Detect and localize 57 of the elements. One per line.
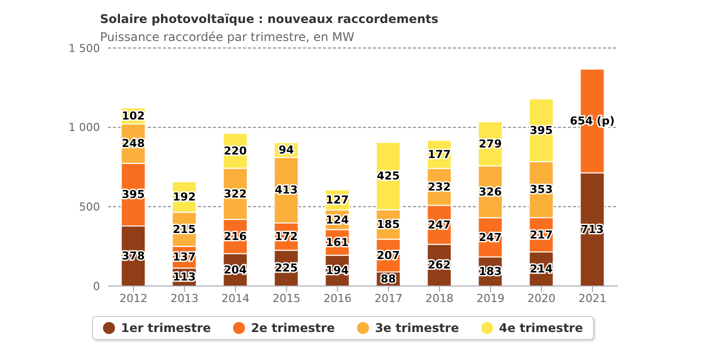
data-label: 395: [530, 124, 553, 137]
data-label: 127: [326, 193, 349, 206]
data-label: 215: [172, 222, 196, 236]
y-tick-label: 1 500: [68, 42, 100, 55]
data-label: 225: [274, 262, 298, 275]
data-label: 279: [478, 137, 502, 150]
data-label: 183: [478, 264, 502, 278]
data-label: 137: [172, 250, 196, 264]
data-label: 248: [122, 137, 145, 150]
chart-subtitle: Puissance raccordée par trimestre, en MW: [100, 30, 354, 44]
data-label: 413: [274, 184, 298, 197]
legend-label: 4e trimestre: [498, 321, 583, 335]
x-tick-label: 2020: [528, 292, 556, 305]
data-label: 247: [478, 230, 502, 244]
data-label: 194: [326, 264, 350, 278]
data-label: 204: [224, 263, 248, 276]
data-label: 247: [428, 218, 451, 232]
data-label: 220: [224, 144, 248, 158]
data-label: 124: [326, 213, 350, 226]
data-label: 185: [376, 218, 400, 232]
chart-title: Solaire photovoltaïque : nouveaux raccordements: [100, 12, 438, 26]
x-tick-label: 2015: [272, 292, 300, 305]
data-label: 161: [326, 236, 349, 249]
y-tick-label: 500: [79, 200, 100, 214]
data-label: 88: [380, 272, 396, 286]
x-tick-label: 2021: [578, 292, 606, 305]
data-label: 232: [428, 180, 451, 194]
legend-label: 1er trimestre: [120, 321, 211, 335]
data-label: 217: [530, 228, 553, 242]
data-label: 322: [224, 187, 247, 200]
data-label: 216: [224, 230, 248, 243]
x-tick-label: 2014: [222, 292, 250, 305]
data-label: 326: [478, 185, 502, 198]
data-label: 395: [122, 188, 145, 202]
data-label: 172: [274, 230, 298, 244]
x-tick-label: 2019: [476, 292, 504, 305]
data-label: 177: [428, 148, 451, 161]
data-label: 713: [580, 222, 604, 236]
x-tick-label: 2017: [374, 292, 402, 305]
data-label: 113: [172, 270, 196, 284]
x-tick-label: 2012: [120, 292, 148, 305]
data-label: 102: [122, 109, 145, 122]
x-tick-label: 2016: [324, 292, 352, 305]
legend-label: 3e trimestre: [374, 321, 459, 335]
y-tick-label: 1 000: [68, 121, 100, 134]
data-label: 262: [428, 258, 451, 272]
data-label: 425: [376, 170, 400, 183]
data-label: 192: [172, 190, 196, 204]
data-label: 207: [376, 249, 400, 262]
data-label: 378: [122, 250, 145, 263]
legend-label: 2e trimestre: [250, 321, 335, 335]
data-label: 94: [278, 144, 294, 157]
x-tick-label: 2013: [170, 292, 198, 305]
x-tick-label: 2018: [426, 292, 454, 305]
data-label: 214: [530, 262, 554, 276]
y-tick-label: 0: [93, 280, 100, 293]
data-label: 353: [530, 183, 553, 196]
